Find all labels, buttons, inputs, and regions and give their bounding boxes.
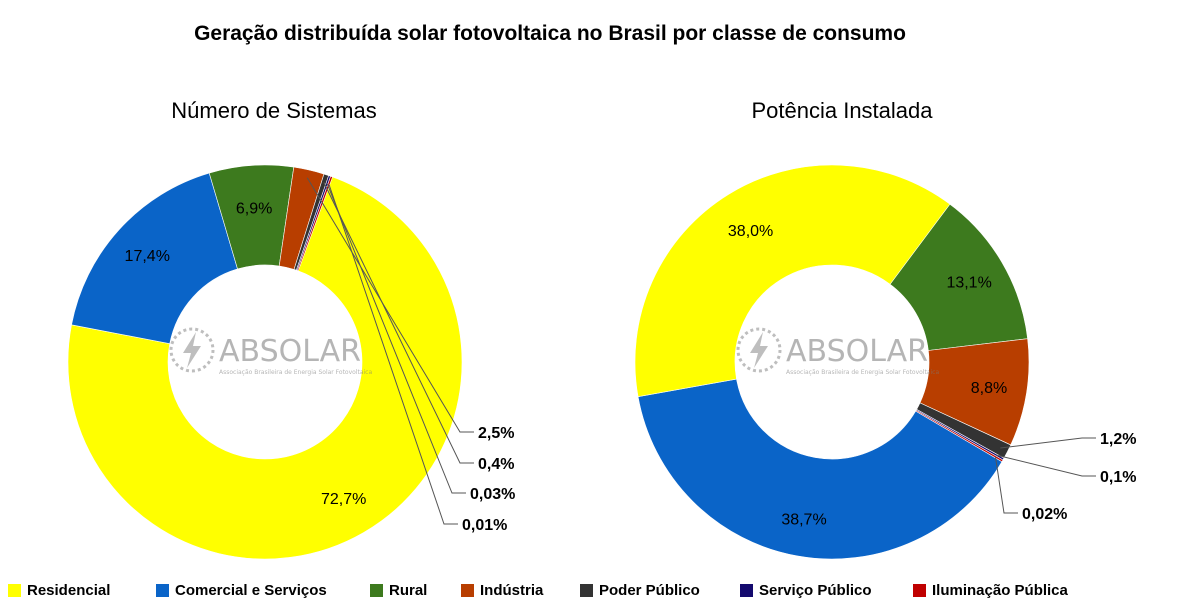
sun-ring-icon	[736, 327, 782, 373]
legend-label: Indústria	[480, 582, 544, 599]
legend-item-industria: Indústria	[461, 582, 543, 599]
leader-line	[323, 182, 474, 464]
left-chart-title: Número de Sistemas	[171, 98, 377, 123]
legend-item-iluminacao-publica: Iluminação Pública	[913, 582, 1068, 599]
legend-swatch	[370, 584, 383, 597]
data-label: 2,5%	[478, 425, 514, 442]
legend-item-poder-publico: Poder Público	[580, 582, 700, 599]
slice-residencial	[634, 164, 951, 398]
data-label: 0,03%	[470, 486, 515, 503]
logo-name: ABSOLAR	[219, 334, 361, 369]
data-label: 0,4%	[478, 456, 514, 473]
data-label: 1,2%	[1100, 431, 1136, 448]
right-chart-title: Potência Instalada	[751, 98, 933, 123]
data-label: 6,9%	[236, 200, 272, 217]
leader-line	[1000, 437, 1096, 449]
legend-item-rural: Rural	[370, 582, 427, 599]
sun-ring-icon	[169, 327, 215, 373]
lightning-bolt-icon	[750, 332, 768, 368]
legend-item-servico-publico: Serviço Público	[740, 582, 872, 599]
data-label: 72,7%	[321, 491, 366, 508]
legend-label: Poder Público	[599, 582, 700, 599]
data-label: 38,0%	[728, 223, 773, 240]
data-label: 0,01%	[462, 517, 507, 534]
logo-tagline: Associação Brasileira de Energia Solar F…	[786, 369, 939, 376]
leader-line	[306, 177, 474, 433]
legend-item-comercial: Comercial e Serviços	[156, 582, 327, 599]
legend-swatch	[8, 584, 21, 597]
data-label: 8,8%	[971, 380, 1007, 397]
legend-label: Serviço Público	[759, 582, 872, 599]
slice-comercial-e-servicos	[637, 378, 1003, 560]
data-label: 38,7%	[781, 512, 826, 529]
legend-swatch	[913, 584, 926, 597]
logo-name: ABSOLAR	[786, 334, 928, 369]
legend-label: Rural	[389, 582, 428, 599]
leader-line	[326, 183, 466, 494]
leader-line	[994, 456, 1018, 514]
legend-label: Residencial	[27, 582, 111, 599]
data-label: 17,4%	[125, 248, 170, 265]
leader-line	[996, 454, 1096, 477]
data-label: 13,1%	[946, 275, 991, 292]
legend-label: Iluminação Pública	[932, 582, 1068, 599]
leader-line	[328, 183, 458, 525]
legend: Residencial Comercial e Serviços Rural I…	[0, 582, 1177, 606]
data-label: 0,1%	[1100, 469, 1136, 486]
donut-numero-de-sistemas: 72,7% 17,4% 6,9% 2,5% 0,4% 0,03% 0,01% ABSOLARA…	[67, 164, 515, 560]
donut-potencia-instalada: 13,1% 8,8% 1,2% 0,1% 0,02% 38,7% 38,0% ABSOLARA…	[634, 164, 1136, 560]
slice-iluminacao-publica	[296, 175, 333, 272]
slice-comercial-e-servicos	[71, 172, 238, 345]
lightning-bolt-icon	[183, 332, 201, 368]
legend-item-residencial: Residencial	[8, 582, 110, 599]
logo-tagline: Associação Brasileira de Energia Solar F…	[219, 369, 372, 376]
chart-title: Geração distribuída solar fotovoltaica n…	[194, 22, 906, 45]
legend-label: Comercial e Serviços	[175, 582, 327, 599]
legend-swatch	[580, 584, 593, 597]
data-label: 0,02%	[1022, 506, 1067, 523]
legend-swatch	[156, 584, 169, 597]
legend-swatch	[461, 584, 474, 597]
legend-swatch	[740, 584, 753, 597]
donut-charts: 72,7%17,4%6,9%2,5%0,4%0,03%0,01%ABSOLARA…	[67, 164, 1136, 560]
